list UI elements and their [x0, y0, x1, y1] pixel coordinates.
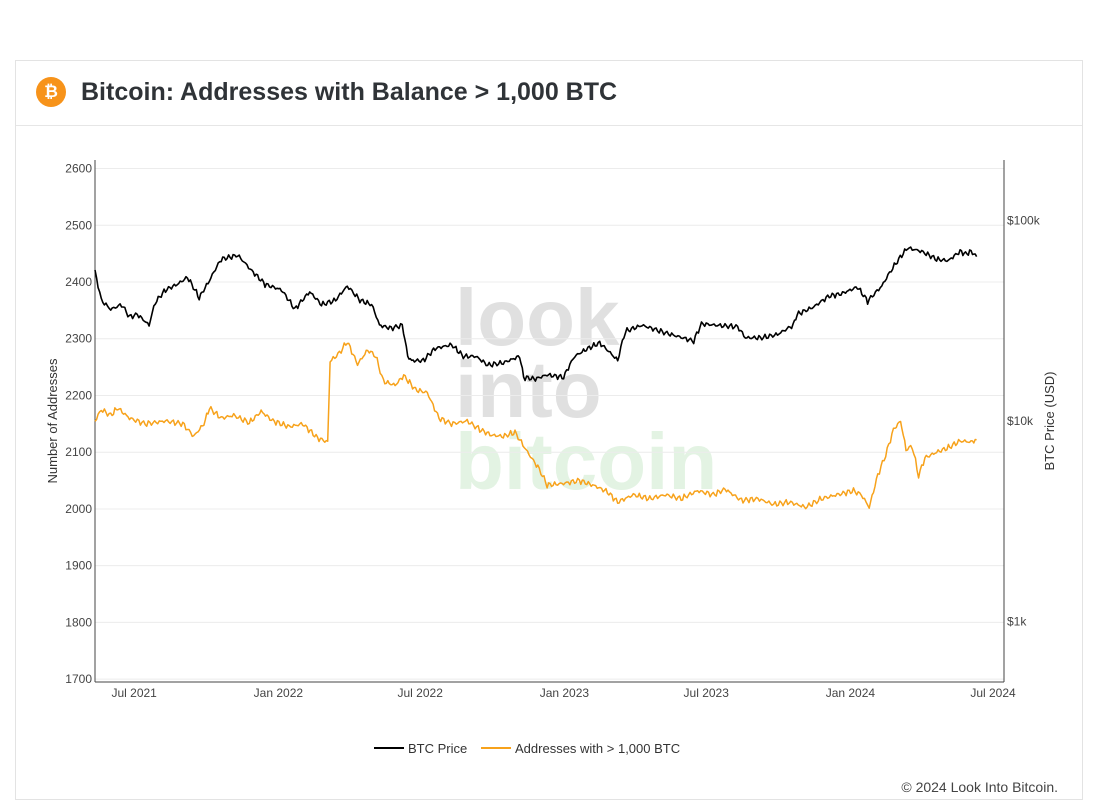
y-left-tick-label: 2100 — [65, 445, 92, 459]
x-tick-label: Jul 2022 — [398, 686, 444, 700]
y-left-tick-label: 2200 — [65, 388, 92, 402]
y-right-tick-label: $10k — [1007, 414, 1034, 428]
y-right-axis-title: BTC Price (USD) — [1042, 372, 1057, 471]
x-tick-label: Jan 2022 — [254, 686, 304, 700]
y-left-tick-label: 1800 — [65, 615, 92, 629]
x-tick-label: Jan 2024 — [826, 686, 876, 700]
chart-card: ₿ Bitcoin: Addresses with Balance > 1,00… — [15, 60, 1083, 800]
legend-label-addresses: Addresses with > 1,000 BTC — [515, 741, 680, 756]
y-left-axis-title: Number of Addresses — [45, 358, 60, 484]
y-right-tick-label: $1k — [1007, 615, 1027, 629]
y-left-tick-label: 2300 — [65, 332, 92, 346]
x-tick-label: Jul 2024 — [970, 686, 1016, 700]
watermark-text: bitcoin — [455, 417, 717, 506]
y-left-tick-label: 2400 — [65, 275, 92, 289]
y-right-tick-label: $100k — [1007, 213, 1041, 227]
addresses-line — [94, 342, 977, 510]
x-tick-label: Jul 2023 — [684, 686, 730, 700]
y-left-tick-label: 2000 — [65, 502, 92, 516]
y-left-tick-label: 1900 — [65, 559, 92, 573]
bitcoin-logo-glyph: ₿ — [44, 82, 58, 102]
y-left-tick-label: 2600 — [65, 162, 92, 176]
legend: BTC Price Addresses with > 1,000 BTC — [374, 741, 680, 756]
btc-price-line — [94, 246, 978, 382]
x-tick-label: Jan 2023 — [540, 686, 590, 700]
copyright-text: © 2024 Look Into Bitcoin. — [901, 779, 1058, 795]
card-header: ₿ Bitcoin: Addresses with Balance > 1,00… — [16, 61, 1082, 126]
legend-label-btc-price: BTC Price — [408, 741, 467, 756]
bitcoin-logo-icon: ₿ — [36, 77, 66, 107]
page-title: Bitcoin: Addresses with Balance > 1,000 … — [81, 78, 618, 106]
y-left-tick-label: 1700 — [65, 672, 92, 686]
x-tick-label: Jul 2021 — [111, 686, 157, 700]
y-left-tick-label: 2500 — [65, 218, 92, 232]
